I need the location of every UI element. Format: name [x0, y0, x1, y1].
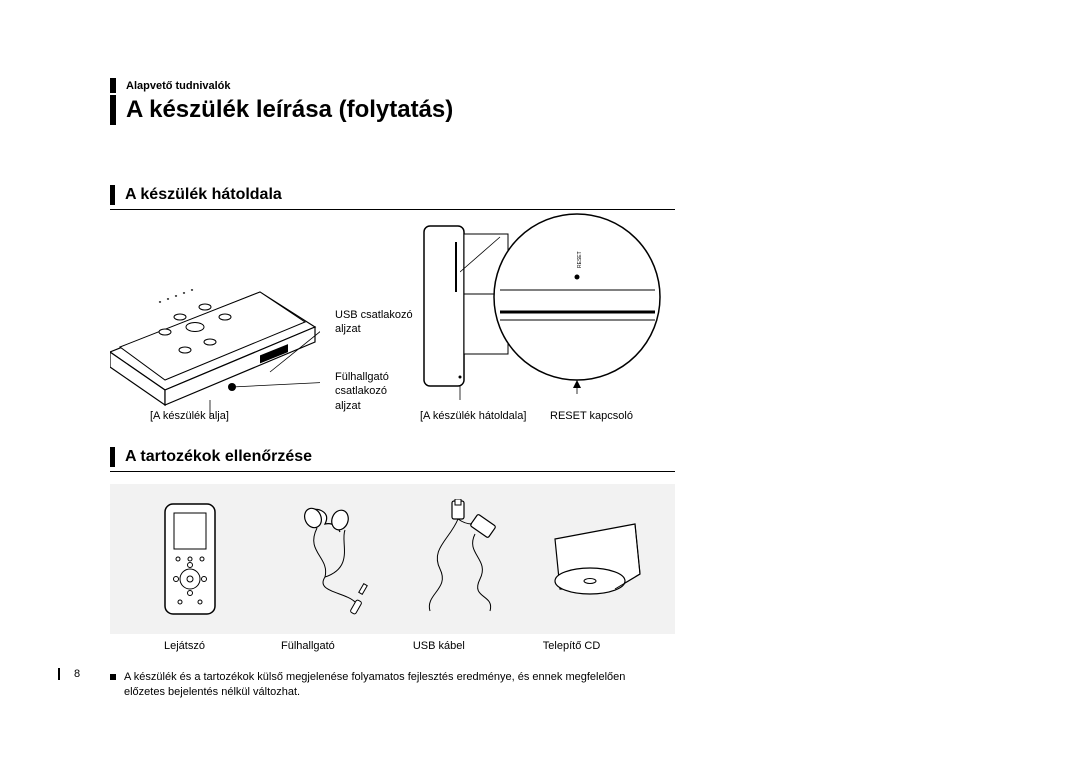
page-number: 8	[74, 668, 80, 680]
usb-cable-icon	[410, 499, 520, 619]
earphones-icon	[285, 502, 395, 617]
label-player: Lejátszó	[164, 640, 205, 652]
accessory-labels: Lejátszó Fülhallgató USB kábel Telepítő …	[110, 640, 675, 652]
player-icon	[160, 499, 220, 619]
note-text: A készülék és a tartozékok külső megjele…	[124, 670, 644, 701]
callout-device-rear: [A készülék hátoldala]	[420, 409, 526, 423]
breadcrumb: Alapvető tudnivalók	[110, 78, 675, 93]
device-bottom-illustration	[110, 222, 320, 417]
rear-diagram-area: RESET USB csatlakozó aljzat Fülhallgató …	[110, 222, 675, 427]
cd-icon	[545, 519, 645, 609]
note-bullet: A készülék és a tartozékok külső megjele…	[110, 670, 675, 701]
reset-tiny-label: RESET	[577, 251, 583, 268]
label-usb: USB kábel	[413, 640, 465, 652]
breadcrumb-label: Alapvető tudnivalók	[126, 80, 231, 92]
section1-heading: A készülék hátoldala	[110, 185, 675, 210]
page-title: A készülék leírása (folytatás)	[126, 96, 453, 124]
section2-title: A tartozékok ellenőrzése	[125, 448, 312, 466]
magnifier-connector	[460, 222, 520, 282]
accessories-box	[110, 484, 675, 634]
page-number-rule	[58, 668, 60, 680]
title-bar: A készülék leírása (folytatás)	[110, 95, 675, 125]
section1-accent	[110, 185, 115, 205]
section2-accent	[110, 447, 115, 467]
label-cd: Telepítő CD	[543, 640, 600, 652]
bullet-square-icon	[110, 674, 116, 680]
callout-device-bottom: [A készülék alja]	[150, 409, 229, 423]
page-content: Alapvető tudnivalók A készülék leírása (…	[110, 78, 675, 701]
callout-earphone: Fülhallgató csatlakozó aljzat	[335, 370, 415, 413]
section2-heading: A tartozékok ellenőrzése	[110, 447, 675, 472]
section1-title: A készülék hátoldala	[125, 186, 282, 204]
title-bar-accent	[110, 95, 116, 125]
callout-usb: USB csatlakozó aljzat	[335, 308, 415, 337]
breadcrumb-bar-accent	[110, 78, 116, 93]
label-earphones: Fülhallgató	[281, 640, 335, 652]
callout-reset: RESET kapcsoló	[550, 409, 633, 423]
